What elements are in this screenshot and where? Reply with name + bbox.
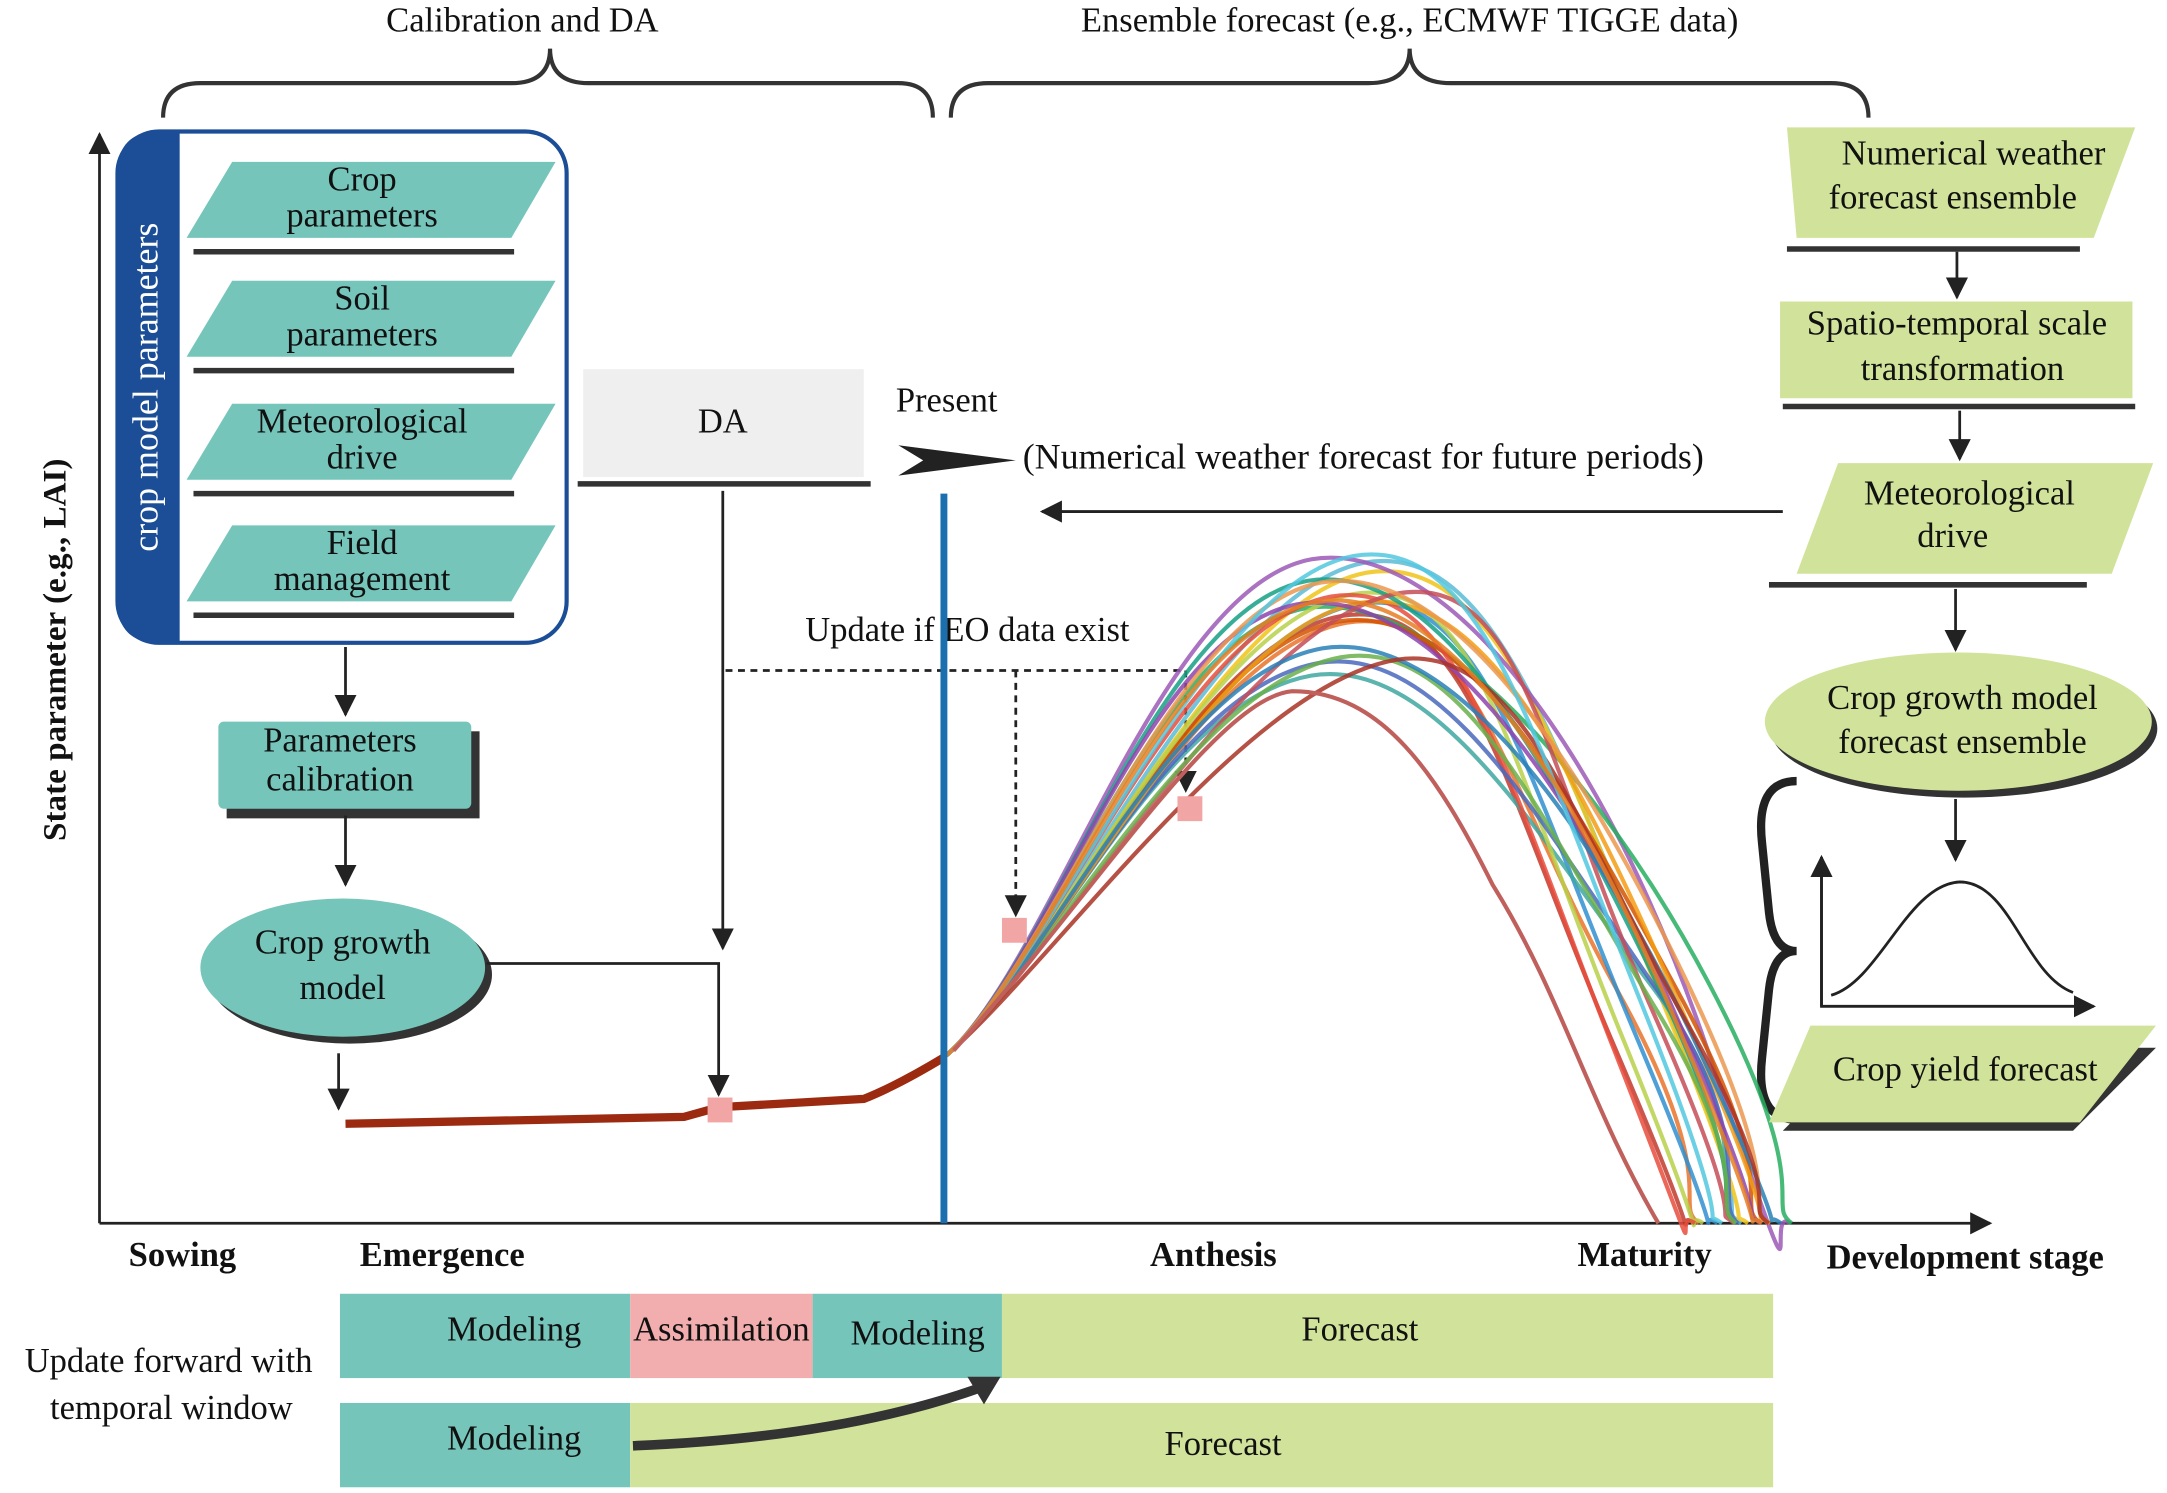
header-calibration: Calibration and DA [386, 2, 659, 40]
header-ensemble: Ensemble forecast (e.g., ECMWF TIGGE dat… [1081, 2, 1738, 40]
parameter-text: Field [327, 524, 398, 562]
parameter-text: parameters [286, 196, 438, 234]
present-text: Present [896, 382, 998, 420]
ensemble-curve [942, 644, 1783, 1225]
timeline-text: Modeling [447, 1310, 581, 1348]
parameter-text: Meteorological [257, 402, 468, 440]
node-text: Crop growth model [1827, 679, 2098, 717]
node-text: Spatio-temporal scale [1807, 304, 2107, 342]
ensemble-curve [942, 598, 1764, 1225]
present-arrow [898, 445, 1016, 476]
model-ellipse [200, 898, 486, 1037]
timeline-text: Assimilation [633, 1310, 810, 1348]
timeline-label: Update forward with [25, 1342, 313, 1380]
parameter-text: Soil [334, 279, 390, 317]
parameter-node [186, 403, 556, 480]
timeline-segment [630, 1293, 813, 1379]
stage-label: Sowing [129, 1236, 237, 1274]
timeline-segment [1001, 1293, 1774, 1379]
timeline-text: Modeling [447, 1420, 581, 1458]
node-text: drive [1917, 517, 1988, 555]
ensemble-curve [942, 604, 1794, 1225]
ensemble-curve [942, 617, 1762, 1225]
baseline-curve [345, 1053, 947, 1128]
model-text: model [300, 969, 386, 1007]
timeline-arrow-head [967, 1376, 1001, 1405]
da-box [583, 369, 864, 478]
parameter-node [186, 525, 556, 602]
parameter-node [186, 280, 556, 357]
obs-point [1001, 917, 1027, 943]
ensemble-curve [942, 656, 1770, 1225]
parameter-text: Crop [328, 161, 397, 199]
stage-label: Maturity [1577, 1236, 1711, 1274]
braces [161, 48, 1871, 1124]
parameter-text: drive [327, 438, 398, 476]
x-axis-label: Development stage [1827, 1239, 2104, 1277]
drive-node [1796, 463, 2154, 574]
ensemble-curve [942, 578, 1770, 1225]
node-text: Crop yield forecast [1833, 1051, 2098, 1089]
parameters-title: crop model parameters [126, 223, 166, 552]
transform-node [1780, 301, 2133, 399]
da-text: DA [698, 402, 748, 440]
ensemble-curve [942, 653, 1738, 1225]
obs-point [707, 1097, 733, 1123]
timeline-arrow [632, 1381, 986, 1451]
y-axis-label: State parameter (e.g., LAI) [37, 459, 74, 841]
forecast-ensemble-node [1764, 652, 2152, 791]
nwp-node [1786, 127, 2136, 238]
node-text: Meteorological [1864, 474, 2075, 512]
timeline-segment [339, 1293, 631, 1379]
update-note: Update if EO data exist [805, 611, 1130, 649]
node-text: Numerical weather [1842, 134, 2106, 172]
parameters-band [117, 131, 180, 643]
right-arrows [1810, 251, 2096, 1018]
parameter-text: management [274, 560, 451, 598]
parameter-node [186, 161, 556, 238]
ensemble-curve [942, 589, 1736, 1225]
parameter-text: parameters [286, 315, 438, 353]
timeline-segment [630, 1402, 1774, 1488]
model-text: Crop growth [255, 923, 431, 961]
future-note: (Numerical weather forecast for future p… [1023, 437, 1704, 477]
node-text: transformation [1861, 350, 2064, 388]
timeline-text: Forecast [1165, 1425, 1282, 1463]
yield-node [1768, 1025, 2156, 1123]
timeline-text: Modeling [850, 1315, 984, 1353]
timeline-segment [339, 1402, 631, 1488]
stage-label: Anthesis [1150, 1236, 1277, 1274]
calibration-text: calibration [266, 760, 414, 798]
ensemble-curve [942, 552, 1724, 1225]
timeline-text: Forecast [1301, 1310, 1418, 1348]
node-text: forecast ensemble [1829, 179, 2077, 217]
calibration-box [218, 721, 472, 809]
timeline-label: temporal window [50, 1389, 293, 1427]
calibration-text: Parameters [263, 722, 416, 760]
obs-point [1177, 796, 1203, 822]
node-text: forecast ensemble [1838, 723, 2086, 761]
ensemble-curve [952, 689, 1661, 1225]
stage-label: Emergence [360, 1236, 525, 1274]
timeline-segment [812, 1293, 1002, 1379]
